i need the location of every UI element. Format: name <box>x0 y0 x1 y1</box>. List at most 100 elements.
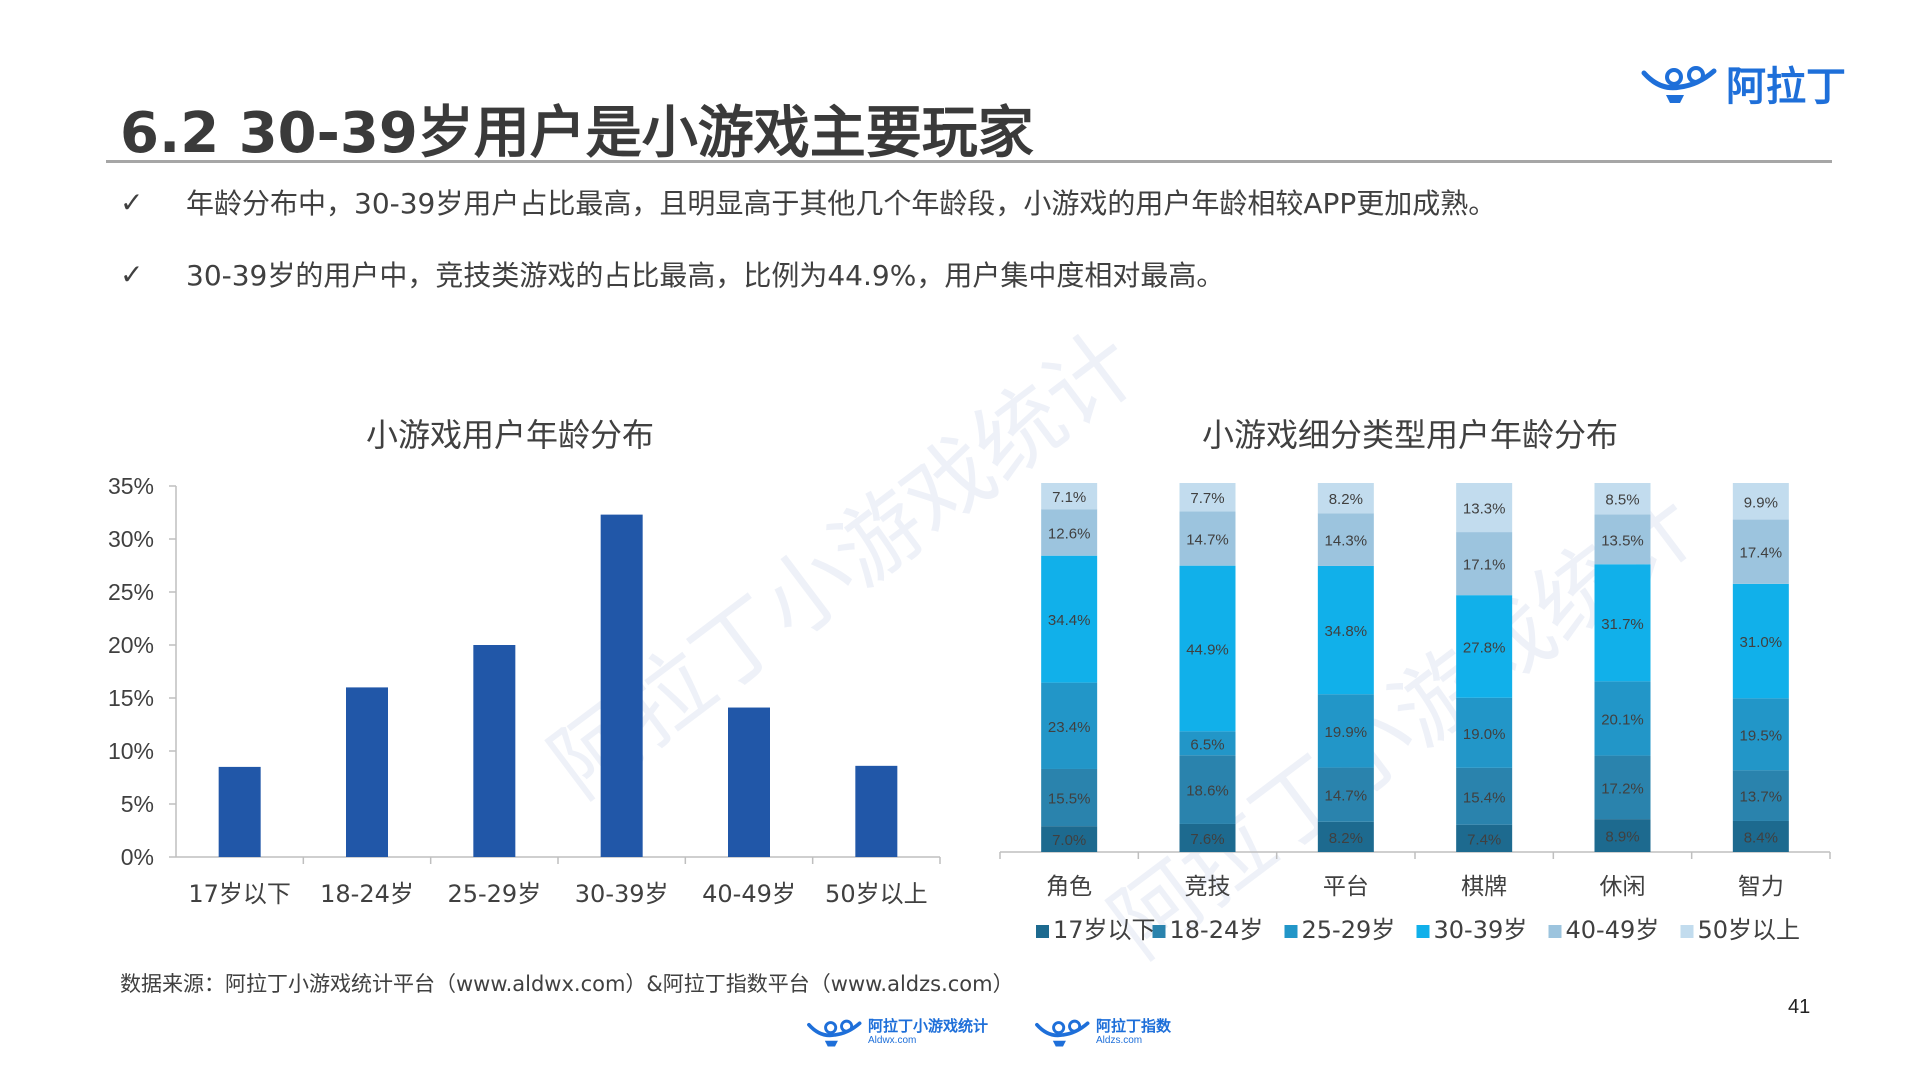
data-label: 7.4% <box>1467 831 1501 848</box>
stacked-segment <box>1041 509 1098 556</box>
data-label: 7.0% <box>1052 832 1086 849</box>
stacked-segment <box>1041 555 1098 683</box>
footer-logo-name: 阿拉丁指数 <box>1096 1016 1172 1035</box>
x-tick-label: 棋牌 <box>1461 874 1507 900</box>
bar <box>218 766 261 857</box>
data-label: 6.5% <box>1190 736 1224 753</box>
stacked-segment <box>1456 532 1513 596</box>
data-label: 7.1% <box>1052 489 1086 506</box>
stacked-segment <box>1041 682 1098 769</box>
legend-swatch <box>1036 925 1049 938</box>
data-label: 19.9% <box>1325 724 1368 741</box>
data-label: 7.7% <box>1190 490 1224 507</box>
stacked-segment <box>1594 755 1651 820</box>
data-label: 8.5% <box>1605 492 1639 509</box>
bar <box>473 645 516 857</box>
stacked-segment <box>1179 511 1236 566</box>
page-title: 6.2 30-39岁用户是小游戏主要玩家 <box>120 101 1034 166</box>
data-label: 13.7% <box>1740 789 1783 806</box>
genre-chart-title: 小游戏细分类型用户年龄分布 <box>1201 416 1618 454</box>
legend-swatch <box>1416 925 1430 938</box>
y-tick-label: 15% <box>108 685 154 711</box>
data-label: 20.1% <box>1601 711 1644 728</box>
y-tick-label: 0% <box>121 844 154 870</box>
x-tick-label: 角色 <box>1046 874 1092 900</box>
stacked-segment <box>1456 767 1513 825</box>
title-divider <box>106 160 1832 163</box>
data-source: 数据来源：阿拉丁小游戏统计平台（www.aldwx.com）&阿拉丁指数平台（w… <box>120 972 1014 996</box>
data-label: 15.4% <box>1463 789 1506 806</box>
data-label: 34.8% <box>1325 623 1368 640</box>
page-number: 41 <box>1788 996 1811 1018</box>
legend-swatch <box>1548 925 1562 938</box>
y-tick-label: 30% <box>108 526 154 552</box>
legend-label: 18-24岁 <box>1170 916 1264 944</box>
legend-label: 25-29岁 <box>1302 916 1396 944</box>
x-tick-label: 17岁以下 <box>188 880 291 908</box>
stacked-segment <box>1317 767 1374 822</box>
data-label: 19.0% <box>1463 726 1506 743</box>
stacked-segment <box>1732 770 1789 821</box>
stacked-segment <box>1594 681 1651 756</box>
y-tick-label: 20% <box>108 632 154 658</box>
lamp-icon <box>1035 1019 1090 1047</box>
legend-label: 30-39岁 <box>1434 916 1528 944</box>
bar <box>855 765 898 857</box>
legend-swatch <box>1152 925 1166 938</box>
stacked-segment <box>1179 823 1236 852</box>
data-label: 31.7% <box>1601 616 1644 633</box>
x-tick-label: 平台 <box>1323 874 1369 900</box>
stacked-segment <box>1317 513 1374 566</box>
stacked-segment <box>1732 583 1789 699</box>
data-label: 14.7% <box>1186 532 1229 549</box>
data-label: 13.5% <box>1601 532 1644 549</box>
x-tick-label: 30-39岁 <box>575 880 669 908</box>
stacked-segment <box>1041 768 1098 827</box>
legend-label: 17岁以下 <box>1053 916 1156 944</box>
data-label: 44.9% <box>1186 641 1229 658</box>
stacked-segment <box>1594 819 1651 852</box>
data-label: 31.0% <box>1740 634 1783 651</box>
footer-logo-aldzs: 阿拉丁指数 Aldzs.com <box>1034 1012 1171 1052</box>
brand-name: 阿拉丁 <box>1726 64 1846 110</box>
footer-logo-name: 阿拉丁小游戏统计 <box>868 1016 989 1035</box>
bullet-text: 30-39岁的用户中，竞技类游戏的占比最高，比例为44.9%，用户集中度相对最高… <box>186 259 1225 292</box>
lamp-icon <box>807 1019 862 1047</box>
data-label: 12.6% <box>1048 525 1091 542</box>
brand-logo: 阿拉丁 <box>1640 58 1852 110</box>
data-label: 9.9% <box>1744 494 1778 511</box>
check-icon: ✓ <box>120 185 144 219</box>
data-label: 14.7% <box>1325 788 1368 805</box>
stacked-segment <box>1179 755 1236 824</box>
data-label: 8.2% <box>1329 830 1363 847</box>
x-tick-label: 25-29岁 <box>447 880 541 908</box>
data-label: 34.4% <box>1048 612 1091 629</box>
lamp-icon <box>1641 66 1717 103</box>
data-label: 23.4% <box>1048 719 1091 736</box>
bar <box>346 687 388 857</box>
stacked-segment <box>1041 826 1098 852</box>
data-label: 17.4% <box>1740 545 1783 562</box>
stacked-segment <box>1594 483 1651 515</box>
data-label: 15.5% <box>1048 791 1091 808</box>
y-tick-label: 35% <box>108 473 154 499</box>
data-label: 8.2% <box>1329 491 1363 508</box>
stacked-segment <box>1179 565 1236 732</box>
y-tick-label: 25% <box>108 579 154 605</box>
stacked-segment <box>1732 820 1789 852</box>
data-label: 18.6% <box>1186 783 1229 800</box>
stacked-segment <box>1594 514 1651 565</box>
stacked-segment <box>1456 483 1513 533</box>
x-tick-label: 竞技 <box>1185 874 1231 900</box>
data-label: 8.9% <box>1605 829 1639 846</box>
bar <box>600 514 643 857</box>
data-label: 7.6% <box>1190 831 1224 848</box>
x-tick-label: 50岁以上 <box>825 880 928 908</box>
stacked-segment <box>1317 821 1374 852</box>
bar <box>728 707 770 857</box>
footer-logo-aldwx: 阿拉丁小游戏统计 Aldwx.com <box>806 1012 988 1052</box>
bullet-point: ✓ 30-39岁的用户中，竞技类游戏的占比最高，比例为44.9%，用户集中度相对… <box>120 254 1224 294</box>
stacked-segment <box>1041 483 1098 510</box>
bullet-point: ✓ 年龄分布中，30-39岁用户占比最高，且明显高于其他几个年龄段，小游戏的用户… <box>120 182 1496 222</box>
